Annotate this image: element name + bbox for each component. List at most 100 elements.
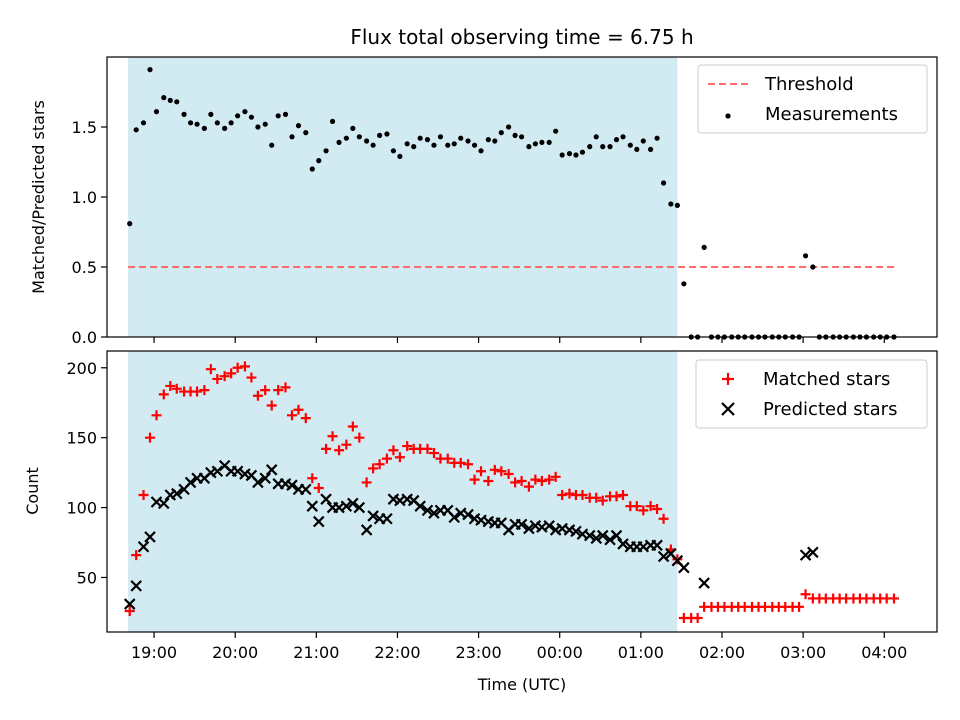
predicted-star-point [381, 512, 393, 525]
measurement-point [194, 121, 200, 127]
predicted-star-point [570, 525, 582, 538]
measurement-point [492, 138, 498, 144]
counts-plot-area: 50 100 150 200 19:00 20:00 21:00 22:00 23:00 00:0… [66, 350, 938, 662]
matched-star-point [246, 372, 257, 383]
measurement-point [701, 244, 707, 250]
predicted-star-point [462, 508, 474, 521]
measurement-point [133, 127, 139, 133]
series-predicted-stars [123, 459, 819, 610]
ratio-panel: 0.0 0.5 1.0 1.5 Matched/Predicted stars Thr… [29, 56, 938, 347]
matched-star-point [212, 373, 223, 384]
predicted-star-point [123, 598, 136, 610]
x-tick-label: 23:00 [456, 643, 502, 662]
measurement-point [242, 109, 248, 115]
measurement-point [485, 137, 491, 143]
measurement-point [343, 135, 349, 141]
matched-star-point [394, 452, 405, 463]
measurement-point [187, 120, 194, 126]
predicted-star-point [604, 533, 616, 546]
matched-star-point [138, 489, 149, 500]
matched-star-point [631, 501, 642, 512]
measurement-point [478, 148, 484, 154]
predicted-star-point [211, 465, 224, 478]
matched-star-point [171, 383, 182, 394]
measurement-point [316, 158, 322, 164]
matched-star-point [692, 613, 703, 624]
predicted-star-point [252, 476, 264, 489]
measurement-point [640, 138, 646, 144]
counts-y-tick-label: 150 [66, 429, 97, 448]
predicted-star-point [651, 539, 663, 552]
matched-star-point [252, 390, 263, 401]
matched-star-point [455, 457, 466, 468]
measurement-point [262, 121, 268, 127]
matched-star-point [368, 463, 379, 474]
legend-predicted-label: Predicted stars [763, 399, 897, 420]
matched-star-point [402, 441, 413, 452]
ratio-y-tick-label: 0.0 [72, 328, 97, 347]
predicted-star-point [360, 524, 373, 536]
matched-star-point [422, 443, 433, 454]
measurement-point [356, 134, 362, 140]
matched-star-point [557, 489, 568, 500]
measurement-point [512, 132, 518, 138]
matched-star-point [652, 503, 663, 514]
measurement-point [208, 111, 214, 117]
counts-legend: Matched stars Predicted stars [695, 359, 928, 429]
matched-star-point [124, 606, 135, 617]
matched-star-point [374, 459, 385, 470]
measurement-point [417, 135, 423, 141]
legend-measurements-label: Measurements [765, 104, 898, 125]
measurement-point [397, 153, 403, 159]
matched-star-point [591, 492, 602, 503]
matched-star-point [388, 445, 399, 456]
measurement-point [153, 109, 160, 115]
matched-star-point [442, 453, 453, 464]
measurement-point [275, 113, 281, 119]
predicted-star-point [583, 529, 596, 542]
matched-star-point [286, 410, 297, 421]
measurement-point [167, 97, 173, 103]
matched-star-point [260, 385, 271, 396]
measurement-point [174, 99, 180, 105]
predicted-star-point [144, 531, 156, 543]
ratio-y-tick-label: 1.0 [72, 188, 97, 207]
legend-predicted-swatch [721, 402, 735, 416]
measurement-point [364, 138, 370, 144]
ratio-y-tick-label: 1.5 [72, 118, 97, 137]
predicted-star-point [353, 501, 366, 514]
measurement-point [532, 141, 538, 147]
ratio-plot-area: 0.0 0.5 1.0 1.5 [72, 56, 938, 347]
measurement-point [437, 134, 444, 140]
measurement-point [634, 146, 640, 152]
legend-matched-swatch [722, 373, 734, 385]
matched-star-point [321, 443, 332, 454]
measurement-point [506, 124, 512, 130]
measurement-point [384, 131, 390, 137]
measurement-point [451, 141, 457, 147]
measurement-point [289, 134, 295, 140]
measurement-point [329, 118, 336, 124]
matched-star-point [503, 469, 514, 480]
predicted-star-point [170, 487, 183, 500]
predicted-star-point [610, 529, 623, 542]
matched-star-point [888, 593, 899, 604]
counts-axes-frame [106, 350, 938, 633]
matched-star-point [226, 368, 237, 379]
measurement-point [573, 152, 579, 158]
predicted-star-point [231, 465, 244, 478]
measurement-point [147, 67, 153, 73]
predicted-star-point [617, 538, 629, 550]
predicted-star-point [367, 510, 379, 522]
measurement-point [336, 139, 342, 145]
predicted-star-point [259, 472, 271, 484]
measurement-point [228, 120, 234, 126]
predicted-star-point [807, 546, 819, 559]
measurement-point [390, 148, 397, 154]
matched-star-point [354, 432, 365, 443]
measurement-point [620, 134, 626, 140]
measurement-point [579, 149, 586, 155]
measurement-point [350, 125, 356, 131]
matched-star-point [145, 432, 156, 443]
measurement-point [518, 134, 525, 140]
